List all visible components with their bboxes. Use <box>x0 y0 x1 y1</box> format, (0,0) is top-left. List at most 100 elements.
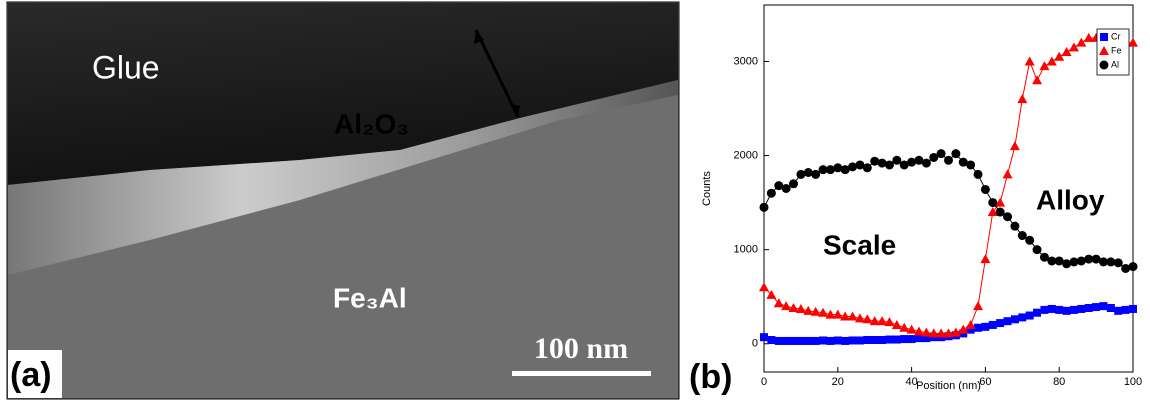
data-point <box>1039 61 1050 71</box>
image-label: Glue <box>92 49 160 85</box>
data-point <box>825 309 836 319</box>
data-point <box>1046 56 1057 66</box>
y-axis-label: Counts <box>701 171 713 206</box>
x-tick-label: 80 <box>1053 376 1065 388</box>
data-point <box>995 197 1006 207</box>
data-point <box>833 163 843 173</box>
data-point <box>1099 302 1108 311</box>
data-point <box>854 313 865 323</box>
data-point <box>781 184 791 193</box>
panel-label-box <box>8 350 62 398</box>
data-point <box>1040 305 1049 314</box>
data-point <box>950 327 961 337</box>
data-point <box>906 324 917 334</box>
data-point <box>878 336 887 345</box>
data-point <box>973 169 983 179</box>
data-point <box>1002 169 1013 179</box>
data-point <box>988 198 998 208</box>
data-point <box>862 163 872 173</box>
data-point <box>759 202 769 212</box>
data-point <box>958 157 968 167</box>
data-point <box>818 165 828 175</box>
data-point <box>966 160 976 170</box>
data-point <box>1084 254 1094 264</box>
data-point <box>789 179 799 189</box>
data-point <box>981 322 990 331</box>
annotation: Scale <box>823 229 896 260</box>
data-point <box>966 325 975 334</box>
data-point <box>773 298 784 308</box>
data-point <box>1010 315 1019 324</box>
data-point <box>810 306 821 316</box>
data-point <box>1062 306 1071 315</box>
x-tick-label: 60 <box>979 376 991 388</box>
data-point <box>819 336 828 345</box>
data-point <box>929 152 939 162</box>
data-point <box>922 334 931 343</box>
data-point <box>870 336 879 345</box>
data-point <box>1025 235 1035 245</box>
data-point <box>884 160 894 170</box>
data-point <box>811 169 821 179</box>
data-point <box>774 181 784 191</box>
data-point <box>840 311 851 321</box>
oxide-band <box>8 80 678 275</box>
x-axis-label: Position (nm) <box>916 380 981 392</box>
image-label: Al₂O₃ <box>334 108 409 139</box>
panel-label: (b) <box>689 358 732 396</box>
data-point <box>848 336 857 345</box>
data-point <box>1003 317 1012 326</box>
data-point <box>811 336 820 345</box>
x-tick-label: 0 <box>761 376 767 388</box>
data-point <box>818 307 829 317</box>
data-point <box>1009 141 1020 151</box>
data-point <box>891 319 902 329</box>
data-point <box>899 322 910 332</box>
data-point <box>1047 256 1057 266</box>
data-point <box>900 335 909 344</box>
data-point <box>826 336 835 345</box>
data-point <box>1098 257 1108 267</box>
data-point <box>766 289 777 299</box>
data-point <box>788 303 799 313</box>
data-point <box>796 169 806 179</box>
data-point <box>759 282 769 292</box>
data-point <box>825 165 835 175</box>
data-point <box>1129 304 1137 313</box>
y-tick-label: 0 <box>752 338 758 350</box>
data-point <box>973 301 984 311</box>
data-point <box>944 155 953 165</box>
data-point <box>921 158 931 168</box>
data-point <box>1092 303 1101 312</box>
data-point <box>913 326 924 336</box>
legend-label: Al <box>1111 59 1119 69</box>
data-point <box>877 158 887 168</box>
data-point <box>1039 252 1049 262</box>
data-point <box>1084 304 1093 313</box>
data-point <box>782 336 791 345</box>
y-tick-label: 3000 <box>734 55 758 67</box>
data-point <box>1083 32 1094 42</box>
data-point <box>862 314 873 324</box>
legend-label: Fe <box>1111 45 1122 55</box>
data-point <box>1055 305 1064 314</box>
data-point <box>1010 221 1020 231</box>
data-point <box>766 188 776 198</box>
data-point <box>869 316 880 326</box>
y-tick-label: 2000 <box>734 149 758 161</box>
data-point <box>936 328 947 338</box>
data-point <box>789 336 798 345</box>
data-point <box>1068 42 1079 52</box>
chart: (b) 0 1000 2000 3000 0 20 40 60 80 100 Position (n… <box>689 4 1142 396</box>
data-point <box>774 336 783 345</box>
data-point <box>1033 308 1042 317</box>
data-point <box>848 162 858 172</box>
data-point <box>958 324 969 334</box>
data-point <box>914 155 924 165</box>
data-point <box>760 333 768 342</box>
data-point <box>863 336 872 345</box>
scale-bar-label: 100 nm <box>534 332 628 365</box>
data-point <box>1018 313 1027 322</box>
data-point <box>980 184 990 194</box>
